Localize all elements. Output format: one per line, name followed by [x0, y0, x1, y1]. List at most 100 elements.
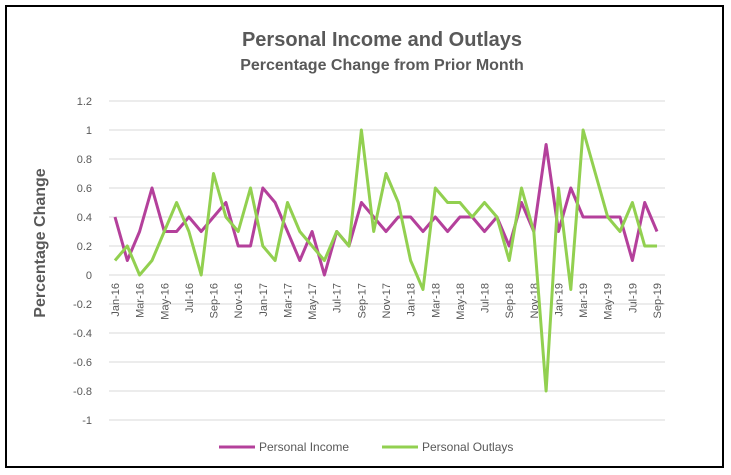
y-tick-label: 0.6 [77, 183, 92, 195]
data-point [322, 273, 326, 277]
data-point [359, 128, 363, 132]
data-point [544, 389, 548, 393]
data-point [630, 259, 634, 263]
data-point [273, 201, 277, 205]
data-point [495, 215, 499, 219]
x-tick-label: Jan-16 [110, 283, 122, 317]
data-point [396, 201, 400, 205]
data-point [249, 244, 253, 248]
data-point [199, 230, 203, 234]
data-point [113, 259, 117, 263]
x-tick-label: Sep-19 [652, 283, 664, 318]
data-point [138, 273, 142, 277]
series-line [113, 128, 657, 393]
data-point [421, 230, 425, 234]
data-point [359, 201, 363, 205]
x-tick-label: Jan-19 [553, 283, 565, 317]
chart-frame: Personal Income and Outlays Percentage C… [5, 5, 724, 468]
data-point [113, 215, 117, 219]
data-point [483, 201, 487, 205]
x-tick-label: Nov-16 [233, 283, 245, 318]
data-point [618, 215, 622, 219]
x-tick-label: Mar-19 [578, 283, 590, 318]
x-tick-label: May-19 [603, 283, 615, 320]
data-point [273, 259, 277, 263]
data-point [593, 215, 597, 219]
data-point [606, 215, 610, 219]
x-tick-label: Sep-17 [356, 283, 368, 318]
data-point [446, 201, 450, 205]
data-point [310, 244, 314, 248]
data-point [618, 230, 622, 234]
data-point [409, 259, 413, 263]
data-point [372, 230, 376, 234]
data-point [581, 215, 585, 219]
series-line [113, 143, 659, 277]
x-tick-label: Jul-16 [184, 283, 196, 313]
data-point [236, 244, 240, 248]
y-axis-ticks: 1.2 1 0.8 0.6 0.4 0.2 0 -0.2 -0.4 -0.6 -0.8 -1 [73, 96, 92, 427]
data-point [224, 215, 228, 219]
y-tick-label: 0.4 [77, 212, 92, 224]
series-personal-income [113, 143, 659, 277]
y-tick-label: -0.6 [73, 357, 92, 369]
data-point [630, 201, 634, 205]
legend-item: Personal Outlays [382, 440, 513, 454]
data-point [470, 215, 474, 219]
data-point [569, 186, 573, 190]
data-point [236, 230, 240, 234]
legend: Personal Income Personal Outlays [219, 440, 513, 454]
data-point [581, 128, 585, 132]
data-point [187, 215, 191, 219]
series-personal-outlays [113, 128, 657, 393]
data-point [433, 215, 437, 219]
data-point [446, 230, 450, 234]
x-tick-label: Jul-17 [332, 283, 344, 313]
y-tick-label: -1 [82, 415, 92, 427]
data-point [520, 186, 524, 190]
x-tick-label: Mar-16 [135, 283, 147, 318]
data-point [125, 244, 129, 248]
legend-item: Personal Income [219, 440, 349, 454]
x-tick-label: May-16 [159, 283, 171, 320]
y-tick-label: 0.8 [77, 154, 92, 166]
y-tick-label: 1.2 [77, 96, 92, 108]
y-tick-label: -0.4 [73, 328, 92, 340]
line-chart: Personal Income and Outlays Percentage C… [32, 29, 665, 454]
data-point [199, 273, 203, 277]
y-tick-label: 0.2 [77, 241, 92, 253]
x-tick-label: May-17 [307, 283, 319, 320]
gridlines [109, 100, 665, 421]
chart-subtitle: Percentage Change from Prior Month [240, 57, 524, 74]
x-tick-label: Jul-19 [627, 283, 639, 313]
data-point [544, 143, 548, 147]
x-tick-label: Jan-17 [258, 283, 270, 317]
data-point [150, 259, 154, 263]
data-point [150, 186, 154, 190]
y-tick-label: -0.2 [73, 299, 92, 311]
data-point [286, 230, 290, 234]
data-point [224, 201, 228, 205]
chart-title: Personal Income and Outlays [242, 29, 522, 51]
data-point [335, 230, 339, 234]
data-point [249, 186, 253, 190]
x-tick-label: Nov-17 [381, 283, 393, 318]
data-point [261, 244, 265, 248]
data-point [593, 172, 597, 176]
series-lines [113, 128, 659, 393]
data-point [125, 259, 129, 263]
x-tick-label: Mar-17 [282, 283, 294, 318]
data-point [384, 172, 388, 176]
legend-label: Personal Outlays [422, 440, 513, 454]
x-tick-label: Sep-18 [504, 283, 516, 318]
data-point [569, 288, 573, 292]
x-tick-label: Jan-18 [406, 283, 418, 317]
y-tick-label: 1 [86, 125, 92, 137]
data-point [421, 288, 425, 292]
data-point [532, 230, 536, 234]
data-point [286, 201, 290, 205]
x-tick-label: Mar-18 [430, 283, 442, 318]
y-axis-label: Percentage Change [32, 168, 49, 317]
data-point [175, 201, 179, 205]
data-point [507, 259, 511, 263]
